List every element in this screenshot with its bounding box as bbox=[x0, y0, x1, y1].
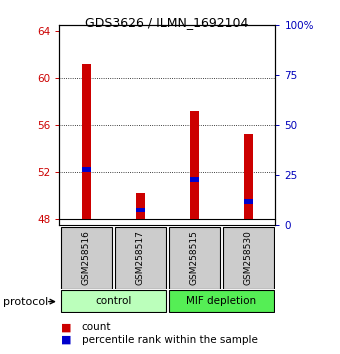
Bar bbox=[243, 134, 253, 219]
Bar bbox=[169, 227, 220, 289]
Text: protocol: protocol bbox=[3, 297, 49, 307]
Text: MIF depletion: MIF depletion bbox=[186, 296, 256, 306]
Bar bbox=[190, 111, 199, 219]
Text: ■: ■ bbox=[61, 322, 72, 332]
Text: GSM258516: GSM258516 bbox=[82, 230, 91, 285]
Bar bbox=[61, 227, 113, 289]
Bar bbox=[169, 290, 274, 312]
Text: ■: ■ bbox=[61, 335, 72, 345]
Bar bbox=[115, 227, 166, 289]
Text: GSM258515: GSM258515 bbox=[190, 230, 199, 285]
Text: count: count bbox=[82, 322, 111, 332]
Text: percentile rank within the sample: percentile rank within the sample bbox=[82, 335, 257, 345]
Bar bbox=[82, 64, 91, 219]
Bar bbox=[61, 290, 166, 312]
Text: GDS3626 / ILMN_1692104: GDS3626 / ILMN_1692104 bbox=[85, 16, 248, 29]
Bar bbox=[222, 227, 274, 289]
Bar bbox=[190, 177, 199, 182]
Text: GSM258530: GSM258530 bbox=[244, 230, 253, 285]
Bar bbox=[136, 193, 145, 219]
Bar bbox=[136, 208, 145, 212]
Bar bbox=[243, 200, 253, 204]
Bar bbox=[82, 167, 91, 172]
Text: GSM258517: GSM258517 bbox=[136, 230, 145, 285]
Text: control: control bbox=[95, 296, 132, 306]
